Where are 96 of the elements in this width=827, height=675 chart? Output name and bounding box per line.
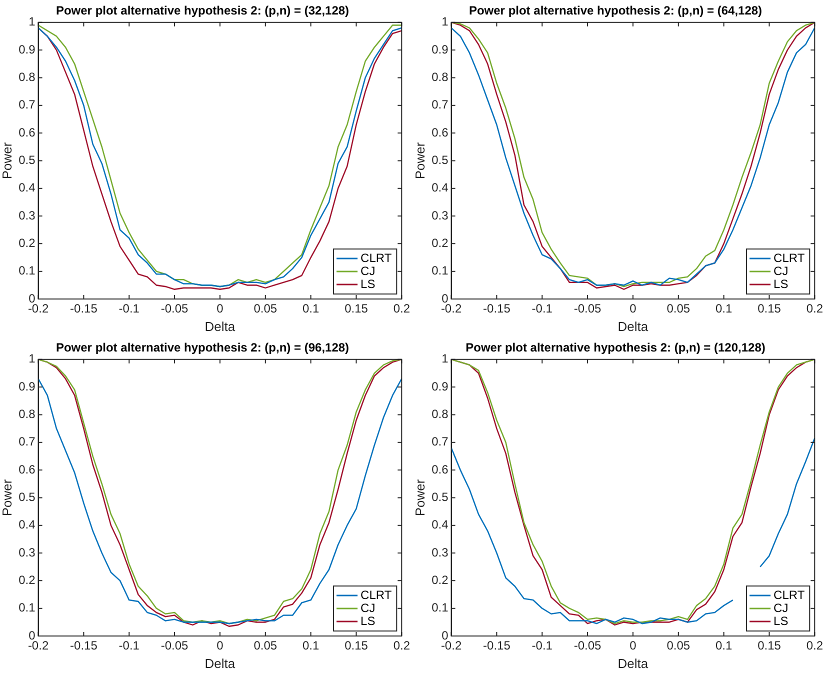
- chart-title: Power plot alternative hypothesis 2: (p,n) = (64,128): [468, 4, 762, 18]
- y-tick-label: 0.9: [18, 379, 36, 394]
- chart-title: Power plot alternative hypothesis 2: (p,n) = (32,128): [56, 4, 350, 18]
- legend-label: CLRT: [774, 250, 806, 265]
- x-tick-label: 0: [630, 638, 637, 653]
- legend-label: CJ: [774, 600, 788, 615]
- legend-label: CJ: [360, 600, 376, 615]
- y-tick-label: 0.5: [432, 153, 449, 168]
- x-tick-label: 0.1: [715, 638, 732, 653]
- x-tick-label: 0.15: [344, 302, 368, 316]
- y-tick-label: 0.6: [18, 462, 36, 476]
- x-tick-label: -0.15: [483, 638, 511, 653]
- y-tick-label: 0.7: [432, 98, 449, 112]
- y-tick-label: 0.9: [18, 42, 36, 56]
- x-tick-label: 0.1: [302, 638, 320, 653]
- y-axis-title: Power: [412, 478, 428, 516]
- x-tick-label: -0.05: [160, 638, 189, 653]
- x-tick-label: 0.05: [666, 302, 690, 316]
- x-axis-title: Delta: [204, 318, 236, 334]
- legend-label: LS: [360, 614, 376, 628]
- x-tick-label: -0.15: [70, 638, 98, 653]
- chart-title: Power plot alternative hypothesis 2: (p,n) = (120,128): [466, 340, 766, 355]
- y-axis-title: Power: [0, 142, 14, 180]
- legend-label: CLRT: [360, 250, 392, 265]
- y-tick-label: 1: [28, 352, 36, 366]
- y-tick-label: 0.4: [432, 518, 449, 532]
- y-tick-label: 0.1: [432, 264, 449, 278]
- x-tick-label: -0.05: [574, 302, 602, 316]
- legend-label: LS: [774, 276, 788, 291]
- y-tick-label: 0.5: [18, 153, 36, 168]
- x-tick-label: 0.05: [254, 638, 278, 653]
- y-tick-label: 0.8: [18, 70, 36, 84]
- y-tick-label: 0.2: [432, 236, 449, 250]
- y-tick-label: 0.2: [18, 572, 36, 587]
- x-tick-label: -0.1: [532, 638, 553, 653]
- x-tick-label: 0.2: [393, 638, 410, 653]
- y-tick-label: 0.3: [18, 545, 36, 560]
- y-tick-label: 0.7: [18, 98, 36, 112]
- legend-label: CJ: [774, 264, 788, 278]
- x-tick-label: -0.05: [574, 638, 602, 653]
- legend-label: LS: [774, 614, 788, 628]
- y-tick-label: 0.2: [432, 572, 449, 587]
- legend-label: LS: [360, 276, 376, 291]
- y-tick-label: 0.9: [432, 42, 449, 56]
- y-tick-label: 0.1: [18, 600, 36, 615]
- y-tick-label: 1: [442, 352, 449, 366]
- y-tick-label: 0.8: [18, 407, 36, 422]
- x-tick-label: 0: [630, 302, 637, 316]
- x-axis-title: Delta: [204, 656, 236, 671]
- y-tick-label: 0.6: [432, 462, 449, 476]
- x-tick-label: 0.2: [806, 638, 824, 653]
- x-axis-title: Delta: [618, 318, 649, 334]
- x-tick-label: 0.05: [254, 302, 278, 316]
- y-tick-label: 0.5: [432, 490, 449, 504]
- y-tick-label: 0.3: [432, 208, 449, 222]
- y-tick-label: 0.9: [432, 379, 449, 394]
- x-tick-label: 0: [216, 638, 224, 653]
- y-tick-label: 0.4: [432, 180, 449, 195]
- y-tick-label: 0.2: [18, 236, 36, 250]
- y-tick-label: 0.1: [18, 264, 36, 278]
- y-tick-label: 0.8: [432, 407, 449, 422]
- x-tick-label: 0.1: [302, 302, 320, 316]
- y-axis-title: Power: [412, 142, 428, 180]
- x-tick-label: 0.2: [393, 302, 410, 316]
- x-tick-label: -0.15: [70, 302, 98, 316]
- legend-label: CLRT: [774, 588, 806, 602]
- x-tick-label: -0.15: [483, 302, 511, 316]
- x-tick-label: -0.05: [160, 302, 189, 316]
- y-tick-label: 0.4: [18, 518, 36, 532]
- chart-title: Power plot alternative hypothesis 2: (p,n) = (96,128): [56, 340, 350, 355]
- y-tick-label: 0.5: [18, 490, 36, 504]
- x-tick-label: 0.15: [758, 638, 782, 653]
- x-tick-label: 0.2: [806, 302, 824, 316]
- legend-label: CLRT: [360, 588, 392, 602]
- x-tick-label: 0: [216, 302, 224, 316]
- y-tick-label: 0.4: [18, 180, 36, 195]
- y-tick-label: 0.1: [432, 600, 449, 615]
- y-tick-label: 0.7: [432, 434, 449, 449]
- y-tick-label: 1: [28, 14, 36, 29]
- legend-label: CJ: [360, 264, 376, 278]
- y-axis-title: Power: [0, 478, 14, 516]
- y-tick-label: 1: [442, 14, 449, 29]
- y-tick-label: 0.6: [432, 125, 449, 140]
- y-tick-label: 0.3: [18, 208, 36, 222]
- y-tick-label: 0.7: [18, 434, 36, 449]
- x-axis-title: Delta: [618, 656, 649, 671]
- x-tick-label: -0.1: [118, 302, 140, 316]
- y-tick-label: 0.8: [432, 70, 449, 84]
- y-tick-label: 0.6: [18, 125, 36, 140]
- x-tick-label: 0.15: [758, 302, 782, 316]
- x-tick-label: -0.1: [118, 638, 140, 653]
- x-tick-label: 0.05: [666, 638, 690, 653]
- x-tick-label: 0.1: [715, 302, 732, 316]
- x-tick-label: 0.15: [344, 638, 368, 653]
- x-tick-label: -0.1: [532, 302, 553, 316]
- y-tick-label: 0.3: [432, 545, 449, 560]
